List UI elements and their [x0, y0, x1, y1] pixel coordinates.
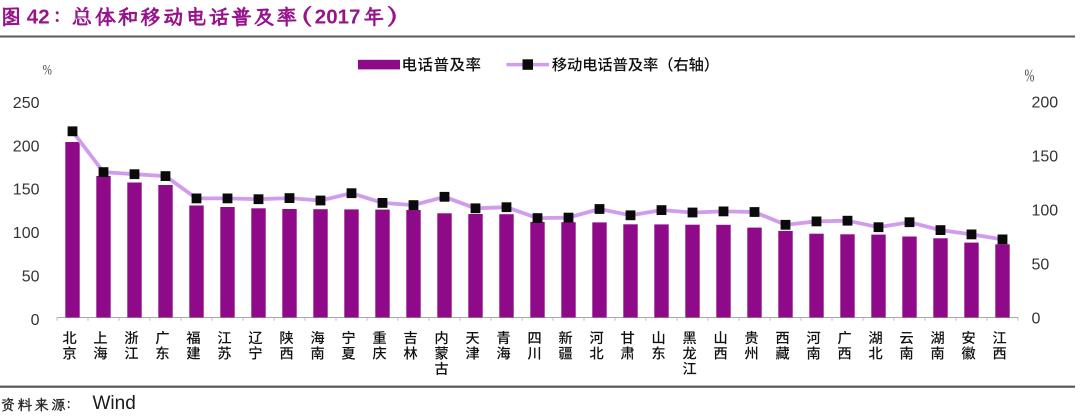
- svg-text:50: 50: [1032, 256, 1050, 273]
- svg-text:200: 200: [13, 138, 40, 155]
- svg-text:Wind: Wind: [93, 393, 136, 414]
- svg-text:2017: 2017: [315, 6, 361, 29]
- svg-text:100: 100: [1032, 203, 1059, 220]
- svg-text:0: 0: [1032, 310, 1041, 327]
- svg-text:150: 150: [1032, 149, 1059, 166]
- svg-text:50: 50: [22, 268, 40, 285]
- svg-text:%: %: [1025, 67, 1035, 86]
- svg-text:%: %: [43, 61, 52, 78]
- svg-text:250: 250: [13, 95, 40, 112]
- svg-text:200: 200: [1032, 95, 1059, 112]
- svg-text:150: 150: [13, 182, 40, 199]
- svg-text:42: 42: [27, 6, 50, 29]
- svg-text:100: 100: [13, 225, 40, 242]
- svg-text:0: 0: [31, 312, 40, 329]
